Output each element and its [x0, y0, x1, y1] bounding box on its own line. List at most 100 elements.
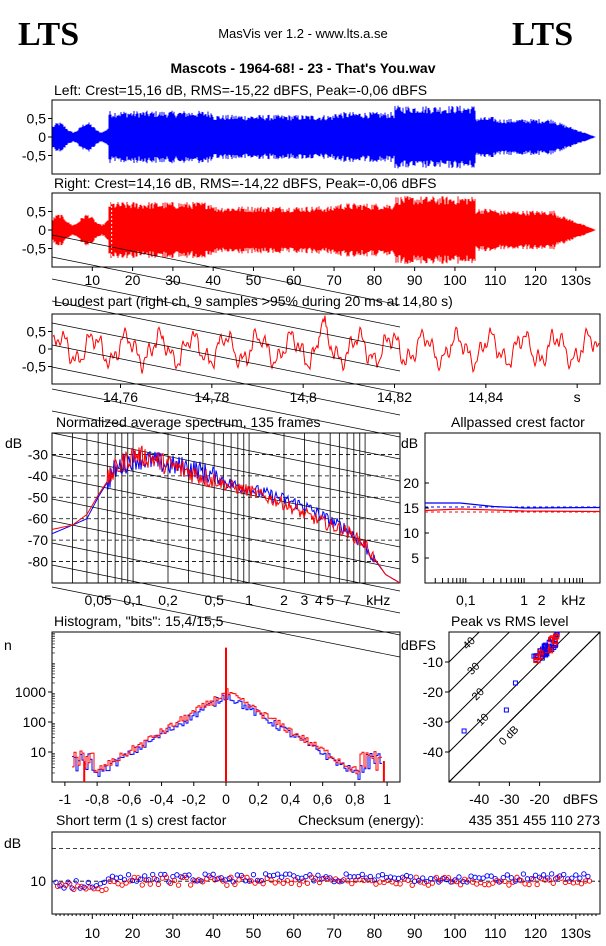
peakrms-point	[553, 639, 559, 645]
spectrum-ytick-label: -80	[28, 554, 48, 570]
peakrms-ytick-label: -10	[423, 654, 443, 670]
shortcrest-right-point	[349, 880, 355, 887]
loudest-part-axis: 0,50-0,514,76 14,78 14,8 14,82 14,84 s	[22, 324, 581, 406]
shortcrest-right-point	[534, 881, 540, 888]
spectrum-xtick-label: 7	[343, 592, 351, 608]
peakrms-point	[503, 707, 509, 713]
right-waveform-trace	[52, 196, 596, 264]
left-waveform-ytick-label: 0	[38, 129, 46, 145]
histogram-xtick-label: -0,4	[149, 791, 173, 807]
loudest-xtick-label: 14,84	[468, 389, 503, 405]
histogram-title: Histogram, "bits": 15,4/15,5	[54, 613, 224, 629]
histogram-ytick-label: 10	[30, 744, 46, 760]
shortcrest-left-point	[456, 874, 462, 880]
left-waveform	[52, 105, 596, 169]
right-waveform-ytick-label: -0,5	[22, 241, 46, 257]
spectrum-slope-line	[51, 234, 401, 306]
spectrum-xtick-label: 0,05	[85, 592, 112, 608]
allpass-ytick-label: 10	[403, 525, 419, 541]
histogram-xtick-label: -1	[59, 791, 72, 807]
shortcrest-right-point	[175, 882, 182, 888]
shortcrest-right-point	[316, 879, 323, 886]
spectrum-slope-line	[51, 256, 401, 328]
shortcrest-right-point	[453, 879, 460, 885]
allpass-ytick-label: 20	[403, 475, 419, 491]
shortcrest-left-point	[73, 878, 79, 884]
right-waveform-xtick-label: 100	[443, 272, 467, 288]
shortcrest-xtick-label: 110	[484, 925, 507, 941]
peakrms-frame	[448, 631, 601, 783]
spectrum-xtick-label: kHz	[366, 592, 390, 608]
shortcrest-right-point	[345, 878, 351, 884]
shortcrest-left-point	[540, 872, 547, 878]
right-waveform-xtick-label: 10	[85, 272, 101, 288]
shortcrest-right-point	[111, 878, 117, 885]
right-waveform-xtick-label: 130s	[561, 272, 591, 288]
peakrms-crest-label: 20	[470, 686, 487, 703]
spectrum-xtick-label: 0,5	[204, 592, 224, 608]
shortcrest-right-point	[304, 880, 311, 886]
spectrum-frame	[51, 432, 401, 584]
spectrum-slope-line	[51, 542, 401, 614]
spectrum-xtick-label: 5	[326, 592, 334, 608]
right-waveform-ytick-label: 0,5	[27, 204, 47, 220]
spectrum-ytick-label: -70	[28, 532, 48, 548]
spectrum-xtick-label: 0,2	[158, 592, 178, 608]
shortcrest-xtick-label: 90	[407, 925, 423, 941]
shortcrest-right-point	[167, 880, 174, 887]
loudest-ytick-label: 0	[38, 341, 46, 357]
spectrum-left-trace	[51, 448, 401, 584]
peakrms-ylabel: dBFS	[401, 637, 436, 653]
peakrms-point	[552, 642, 558, 648]
shortcrest-right-point	[256, 878, 262, 884]
right-waveform-xtick-label: 30	[165, 272, 181, 288]
shortcrest-left-point	[93, 883, 99, 889]
histogram-xtick-label: 0,4	[281, 791, 301, 807]
shortcrest-left-point	[279, 874, 285, 880]
shortcrest-right-point	[232, 881, 238, 887]
allpass-xtick-label: 1	[520, 592, 528, 608]
peakrms-point	[461, 728, 467, 734]
peakrms-xtick-label: -20	[529, 791, 549, 807]
right-waveform-ytick-label: 0	[38, 222, 46, 238]
spectrum-slope-line	[51, 388, 401, 460]
spectrum-slope-line	[51, 498, 401, 570]
loudest-ytick-label: -0,5	[22, 359, 46, 375]
shortcrest-right-point	[373, 881, 379, 887]
shortcrest-left-point	[488, 873, 494, 879]
spectrum-slope-line	[51, 410, 401, 482]
shortcrest-left-point	[85, 879, 91, 886]
shortcrest-left-point	[274, 871, 281, 877]
shortcrest-left-point	[359, 871, 365, 878]
shortcrest-left-point	[432, 876, 438, 882]
lts-logo-left: LTS	[18, 16, 79, 53]
shortcrest-left-point	[210, 871, 216, 877]
peakrms-crest-line	[448, 631, 540, 723]
shortcrest-right-point	[413, 874, 419, 880]
shortcrest-xtick-label: 80	[367, 925, 383, 941]
allpass-title: Allpassed crest factor	[451, 414, 585, 430]
shortcrest-left-point	[125, 872, 132, 878]
shortcrest-right-point	[216, 875, 222, 881]
shortcrest-right-point	[224, 882, 230, 888]
spectrum-slope-line	[51, 454, 401, 526]
checksum-label: Checksum (energy):	[298, 812, 424, 828]
right-waveform-xtick-label: 110	[484, 272, 507, 288]
shortcrest-right-point	[79, 883, 85, 890]
histogram-xtick-label: 0,8	[345, 791, 365, 807]
shortcrest-right-point	[502, 878, 508, 885]
loudest-xtick-label: 14,8	[290, 389, 317, 405]
peakrms-crest-line	[448, 631, 480, 663]
spectrum-ytick-label: -40	[28, 468, 48, 484]
peakrms-title: Peak vs RMS level	[451, 613, 568, 629]
shortcrest-left-point	[581, 871, 587, 877]
shortcrest-right-point	[236, 877, 242, 883]
left-waveform-ytick-label: -0,5	[22, 148, 46, 164]
shortcrest-right-point	[127, 878, 133, 884]
left-waveform-ytick-label: 0,5	[27, 111, 47, 127]
right-waveform-xtick-label: 70	[326, 272, 342, 288]
spectrum-xtick-label: 2	[280, 592, 288, 608]
shortcrest-left-point	[420, 875, 426, 881]
spectrum-ytick-label: -30	[28, 446, 48, 462]
peakrms-point	[512, 680, 518, 686]
